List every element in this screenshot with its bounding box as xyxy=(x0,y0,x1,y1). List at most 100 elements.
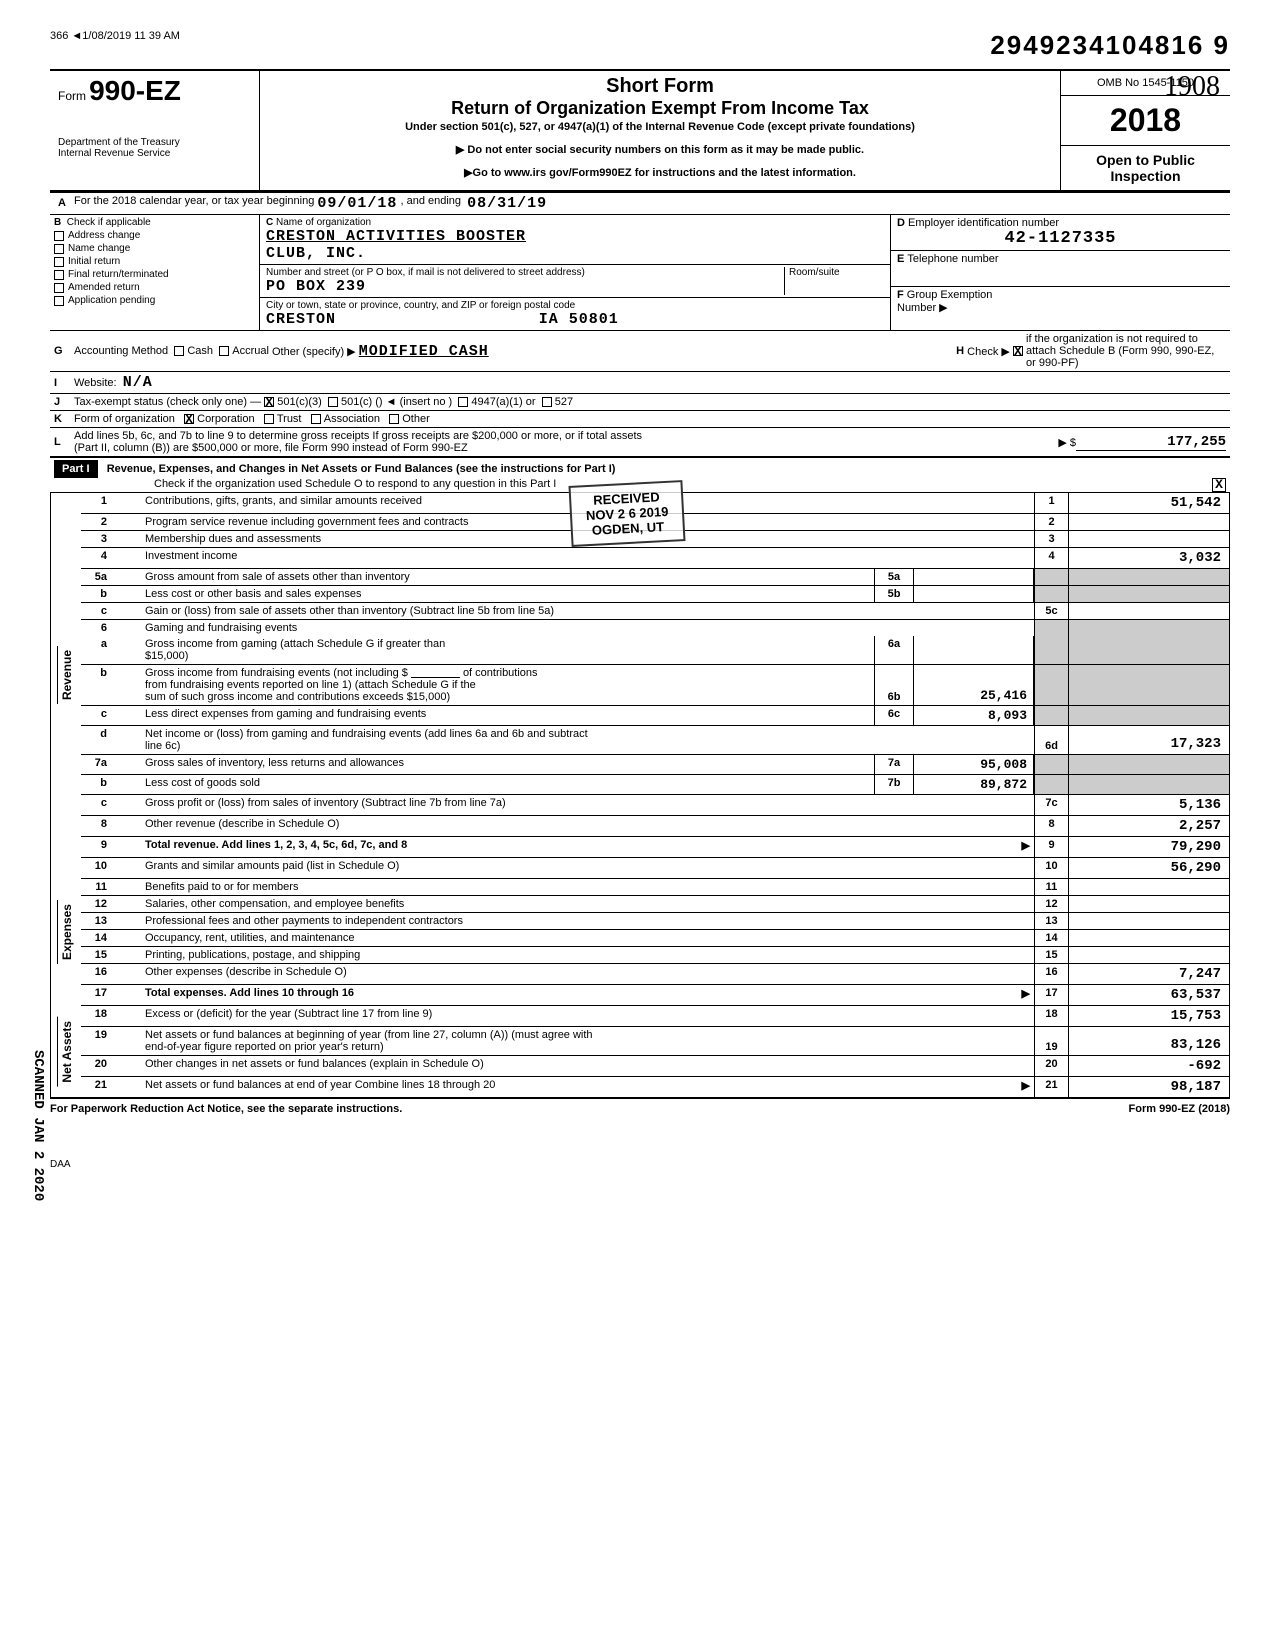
line-7a-mnum: 7a xyxy=(874,755,914,774)
shaded-6c xyxy=(1034,706,1069,725)
line-11-value xyxy=(1069,879,1229,895)
section-b-checkboxes: B Check if applicable Address change Nam… xyxy=(50,215,260,330)
check-applicable: Check if applicable xyxy=(67,217,151,228)
checkbox-pending[interactable] xyxy=(54,296,64,306)
form-identifier-box: Form 990-EZ Department of the Treasury I… xyxy=(50,71,260,190)
scanned-stamp: SCANNED JAN 2 2020 xyxy=(30,1050,46,1201)
paperwork-notice: For Paperwork Reduction Act Notice, see … xyxy=(50,1103,402,1115)
line-17-arrow: ▶ xyxy=(1022,987,1030,1000)
checkbox-cash[interactable] xyxy=(174,346,184,356)
checkbox-corp[interactable]: X xyxy=(184,414,194,424)
line-19-desc2: end-of-year figure reported on prior yea… xyxy=(145,1041,384,1053)
line-6a-mval xyxy=(914,636,1034,664)
line-5a-num: 5a xyxy=(85,571,115,583)
label-g: G xyxy=(54,345,74,357)
line-2-rnum: 2 xyxy=(1034,514,1069,530)
line-8-num: 8 xyxy=(85,818,115,834)
subtitle: Under section 501(c), 527, or 4947(a)(1)… xyxy=(270,121,1050,133)
end-date: 08/31/19 xyxy=(467,195,547,212)
line-18-rnum: 18 xyxy=(1034,1006,1069,1026)
line-2-value xyxy=(1069,514,1229,530)
return-title: Return of Organization Exempt From Incom… xyxy=(270,98,1050,119)
checkbox-initial-return[interactable] xyxy=(54,257,64,267)
section-g-row: G Accounting Method Cash Accrual Other (… xyxy=(50,331,1230,372)
4947-label: 4947(a)(1) or xyxy=(471,396,535,408)
section-a-row: A For the 2018 calendar year, or tax yea… xyxy=(50,192,1230,215)
line-5a-mval xyxy=(914,569,1034,585)
h-check-label: Check ▶ xyxy=(967,345,1010,358)
line-16-value: 7,247 xyxy=(1069,964,1229,984)
checkbox-amended[interactable] xyxy=(54,283,64,293)
form-prefix: Form xyxy=(58,89,86,103)
line-20-rnum: 20 xyxy=(1034,1056,1069,1076)
checkbox-address-change[interactable] xyxy=(54,231,64,241)
checkbox-schedule-o[interactable]: X xyxy=(1212,478,1226,492)
cb-label-0: Address change xyxy=(68,230,140,241)
line-6b-desc2: of contributions xyxy=(463,667,538,679)
footer-row: For Paperwork Reduction Act Notice, see … xyxy=(50,1099,1230,1119)
line-4-num: 4 xyxy=(85,550,115,566)
city-label: City or town, state or province, country… xyxy=(266,300,575,311)
shaded-6 xyxy=(1034,620,1069,636)
shaded-6b-val xyxy=(1069,665,1229,705)
phone-label: Telephone number xyxy=(907,253,998,265)
checkbox-501c3[interactable]: X xyxy=(264,397,274,407)
checkbox-accrual[interactable] xyxy=(219,346,229,356)
begin-date: 09/01/18 xyxy=(317,195,397,212)
line-5c-num: c xyxy=(85,605,115,617)
line-6d-value: 17,323 xyxy=(1069,726,1229,754)
checkbox-name-change[interactable] xyxy=(54,244,64,254)
checkbox-527[interactable] xyxy=(542,397,552,407)
line-17-value: 63,537 xyxy=(1069,985,1229,1005)
corp-label: Corporation xyxy=(197,413,254,425)
line-7c-num: c xyxy=(85,797,115,813)
checkbox-h[interactable]: X xyxy=(1013,346,1023,356)
shaded-6-val xyxy=(1069,620,1229,636)
line-6d-desc2: line 6c) xyxy=(145,740,180,752)
line-6a-mnum: 6a xyxy=(874,636,914,664)
line-5b-mval xyxy=(914,586,1034,602)
line-6a-desc2: $15,000) xyxy=(145,650,188,662)
cb-label-5: Application pending xyxy=(68,295,155,306)
street-value: PO BOX 239 xyxy=(266,278,366,295)
line-11-desc: Benefits paid to or for members xyxy=(141,879,1034,895)
line-19-value: 83,126 xyxy=(1069,1027,1229,1055)
line-7a-desc: Gross sales of inventory, less returns a… xyxy=(141,755,874,774)
part1-label: Part I xyxy=(54,460,98,478)
line-7a-mval: 95,008 xyxy=(914,755,1034,774)
checkbox-assoc[interactable] xyxy=(311,414,321,424)
document-locator-number: 2949234104816 9 xyxy=(990,30,1230,61)
label-a: A xyxy=(54,195,74,212)
shaded-6b xyxy=(1034,665,1069,705)
room-label: Room/suite xyxy=(789,267,840,278)
checkbox-4947[interactable] xyxy=(458,397,468,407)
line-3-rnum: 3 xyxy=(1034,531,1069,547)
line-6b-desc1: Gross income from fundraising events (no… xyxy=(145,667,408,679)
line-7c-desc: Gross profit or (loss) from sales of inv… xyxy=(141,795,1034,815)
revenue-section: Revenue 1Contributions, gifts, grants, a… xyxy=(50,493,1230,858)
line-5b-num: b xyxy=(85,588,115,600)
org-info-row: B Check if applicable Address change Nam… xyxy=(50,215,1230,331)
label-l: L xyxy=(54,436,74,448)
stamp-location: OGDEN, UT xyxy=(586,519,669,538)
checkbox-trust[interactable] xyxy=(264,414,274,424)
shaded-6c-val xyxy=(1069,706,1229,725)
shaded-7a xyxy=(1034,755,1069,774)
shaded-5a-val xyxy=(1069,569,1229,585)
cash-label: Cash xyxy=(187,345,213,357)
ein-label: Employer identification number xyxy=(908,217,1059,229)
line-6-num: 6 xyxy=(85,622,115,634)
label-c: C xyxy=(266,217,273,228)
line-12-num: 12 xyxy=(85,898,115,910)
line-5b-mnum: 5b xyxy=(874,586,914,602)
revenue-side-label: Revenue xyxy=(57,646,76,704)
checkbox-final-return[interactable] xyxy=(54,270,64,280)
line-15-value xyxy=(1069,947,1229,963)
cb-label-4: Amended return xyxy=(68,282,140,293)
line-3-value xyxy=(1069,531,1229,547)
department-label: Department of the Treasury xyxy=(58,137,251,148)
line-5c-rnum: 5c xyxy=(1034,603,1069,619)
checkbox-501c[interactable] xyxy=(328,397,338,407)
line-7b-mval: 89,872 xyxy=(914,775,1034,794)
checkbox-other-org[interactable] xyxy=(389,414,399,424)
